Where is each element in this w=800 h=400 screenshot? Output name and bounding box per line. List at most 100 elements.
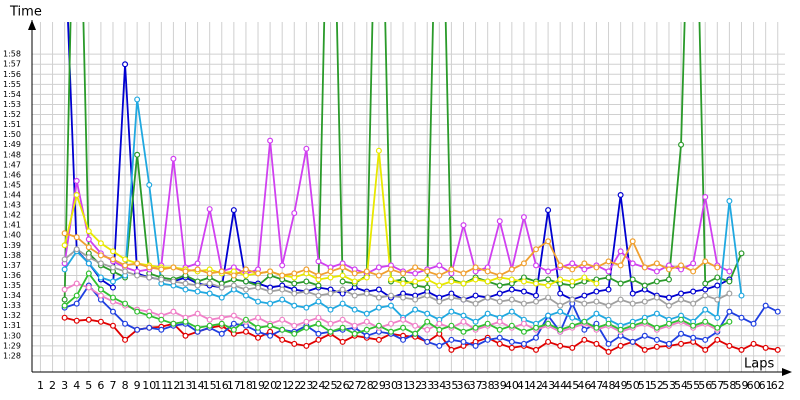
point <box>327 290 334 297</box>
point <box>714 274 721 281</box>
point <box>424 276 431 283</box>
point <box>653 343 660 350</box>
x-tick-label: 51 <box>638 379 652 392</box>
point <box>472 292 479 299</box>
point <box>665 266 672 273</box>
point <box>520 320 527 327</box>
point <box>85 260 92 267</box>
point <box>267 288 274 295</box>
point <box>375 304 382 311</box>
x-tick-label: 40 <box>505 379 519 392</box>
point <box>122 320 129 327</box>
point <box>726 318 733 325</box>
point <box>702 318 709 325</box>
y-tick-label: 1:44 <box>3 190 21 199</box>
point <box>690 334 697 341</box>
x-tick-label: 46 <box>577 379 591 392</box>
point <box>206 290 213 297</box>
point <box>61 296 68 303</box>
point <box>472 264 479 271</box>
point <box>460 328 467 335</box>
point <box>738 250 745 257</box>
point <box>557 342 564 349</box>
point <box>569 260 576 267</box>
point <box>97 318 104 325</box>
point <box>315 330 322 337</box>
point <box>170 155 177 162</box>
y-axis-label: Time <box>9 5 42 20</box>
x-tick-label: 7 <box>109 379 116 392</box>
x-tick-label: 41 <box>517 379 531 392</box>
point <box>85 228 92 235</box>
point <box>496 340 503 347</box>
point <box>242 278 249 285</box>
point <box>291 340 298 347</box>
point <box>690 322 697 329</box>
point <box>726 278 733 285</box>
point <box>653 336 660 343</box>
x-tick-label: 8 <box>122 379 129 392</box>
point <box>400 316 407 323</box>
x-tick-label: 31 <box>396 379 410 392</box>
point <box>702 336 709 343</box>
point <box>557 326 564 333</box>
point <box>641 318 648 325</box>
point <box>97 240 104 247</box>
point <box>641 282 648 289</box>
point <box>255 314 262 321</box>
x-tick-label: 14 <box>191 379 205 392</box>
point <box>690 300 697 307</box>
point <box>520 278 527 285</box>
x-tick-label: 43 <box>541 379 555 392</box>
point <box>134 326 141 333</box>
point <box>726 308 733 315</box>
point <box>279 336 286 343</box>
point <box>533 280 540 287</box>
point <box>738 346 745 353</box>
point <box>629 300 636 307</box>
point <box>158 276 165 283</box>
x-tick-label: 28 <box>360 379 374 392</box>
x-tick-label: 23 <box>299 379 313 392</box>
point <box>702 346 709 353</box>
point <box>400 324 407 331</box>
x-tick-label: 17 <box>227 379 241 392</box>
point <box>593 310 600 317</box>
point <box>218 294 225 301</box>
point <box>581 300 588 307</box>
point <box>182 268 189 275</box>
x-tick-label: 25 <box>324 379 338 392</box>
point <box>206 270 213 277</box>
point <box>412 322 419 329</box>
point <box>581 292 588 299</box>
point <box>315 282 322 289</box>
point <box>593 340 600 347</box>
point <box>158 266 165 273</box>
point <box>218 314 225 321</box>
point <box>520 340 527 347</box>
point <box>291 270 298 277</box>
x-tick-label: 49 <box>614 379 628 392</box>
point <box>109 294 116 301</box>
point <box>206 206 213 213</box>
point <box>665 276 672 283</box>
point <box>545 294 552 301</box>
point <box>375 336 382 343</box>
y-tick-label: 1:53 <box>3 100 21 109</box>
x-tick-label: 18 <box>239 379 253 392</box>
x-tick-label: 39 <box>493 379 507 392</box>
point <box>291 280 298 287</box>
point <box>146 181 153 188</box>
point <box>508 266 515 273</box>
point <box>678 296 685 303</box>
point <box>122 262 129 269</box>
point <box>508 296 515 303</box>
point <box>315 314 322 321</box>
point <box>218 330 225 337</box>
point <box>448 336 455 343</box>
point <box>279 262 286 269</box>
point <box>339 264 346 271</box>
point <box>472 276 479 283</box>
point <box>206 280 213 287</box>
point <box>653 268 660 275</box>
